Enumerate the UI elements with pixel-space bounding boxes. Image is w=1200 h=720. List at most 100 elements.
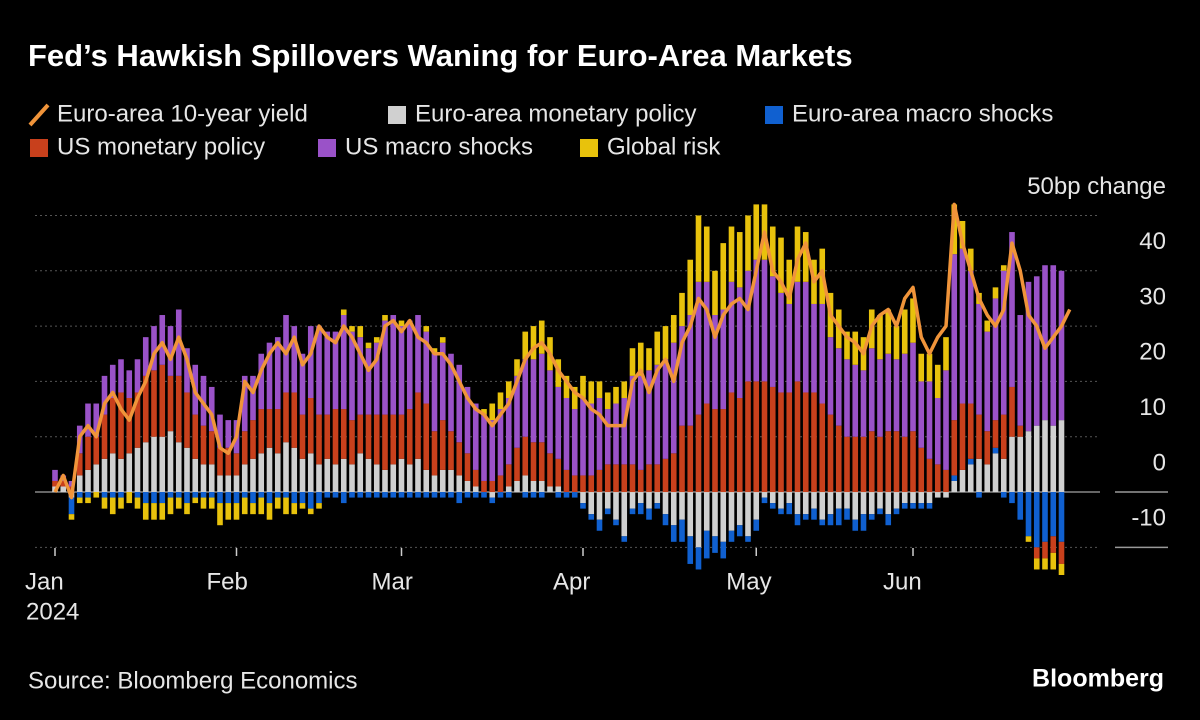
bar-segment — [349, 326, 355, 332]
bar-segment — [679, 519, 685, 542]
bar-segment — [538, 442, 545, 481]
bar-segment — [885, 492, 892, 515]
bar-segment — [373, 464, 380, 493]
bar-segment — [662, 492, 669, 515]
bar-segment — [68, 480, 75, 487]
bar-segment — [637, 375, 644, 470]
legend-swatch — [30, 139, 48, 157]
bar-segment — [225, 447, 232, 476]
bar-segment — [926, 458, 933, 493]
bar-segment — [769, 386, 776, 493]
bar-segment — [794, 381, 801, 493]
bar-segment — [93, 464, 100, 493]
bar-segment — [439, 337, 446, 343]
bar-segment — [109, 364, 116, 398]
bar-segment — [126, 453, 133, 493]
brand: Bloomberg — [1032, 665, 1164, 693]
bar-segment — [365, 458, 372, 493]
bar-segment — [827, 492, 834, 515]
bar-segment — [175, 442, 182, 493]
bar-segment — [736, 397, 743, 493]
bar-segment — [291, 492, 298, 504]
bar-segment — [307, 397, 314, 454]
legend-swatch — [580, 139, 598, 157]
bar-segment — [621, 381, 628, 398]
bar-segment — [877, 492, 883, 509]
bar-segment — [835, 508, 842, 526]
bar-segment — [1017, 315, 1024, 426]
bar-segment — [547, 486, 553, 493]
legend-label: Euro-area macro shocks — [792, 100, 1053, 127]
bar-segment — [695, 215, 702, 282]
bar-segment — [1050, 265, 1057, 426]
bar-segment — [101, 497, 108, 509]
bar-segment — [274, 453, 281, 493]
bar-segment — [951, 475, 958, 481]
bar-segment — [76, 475, 83, 493]
bar-segment — [687, 492, 694, 537]
bar-segment — [522, 331, 529, 360]
bar-segment — [720, 309, 727, 410]
bar-segment — [844, 359, 850, 437]
bar-segment — [159, 492, 166, 504]
bar-segment — [844, 331, 850, 360]
bar-segment — [1000, 414, 1007, 459]
bar-segment — [794, 281, 801, 382]
bar-segment — [390, 492, 397, 498]
bar-segment — [951, 420, 958, 476]
bar-segment — [423, 403, 430, 470]
bar-segment — [439, 342, 446, 421]
bar-segment — [241, 492, 248, 498]
bar-segment — [192, 414, 199, 459]
bar-segment — [1033, 276, 1040, 426]
bar-segment — [1025, 536, 1032, 542]
bar-segment — [382, 414, 388, 470]
bar-segment — [175, 309, 182, 376]
bar-segment — [76, 497, 83, 504]
bar-segment — [1058, 420, 1065, 493]
bar-segment — [538, 492, 545, 498]
bar-segment — [283, 392, 289, 443]
bar-segment — [324, 492, 331, 498]
bar-segment — [109, 497, 116, 515]
bar-segment — [778, 392, 784, 493]
bar-segment — [175, 375, 182, 443]
bar-segment — [332, 409, 339, 465]
bar-segment — [679, 492, 685, 520]
bar-segment — [596, 492, 603, 520]
bar-segment — [786, 503, 793, 515]
bar-segment — [951, 480, 958, 493]
bar-segment — [893, 326, 900, 360]
bar-segment — [505, 486, 512, 493]
bar-segment — [596, 519, 603, 531]
bar-segment — [431, 353, 438, 432]
bar-segment — [753, 204, 760, 260]
bar-segment — [728, 226, 735, 282]
bar-segment — [93, 492, 100, 498]
bar-segment — [60, 480, 67, 487]
bar-segment — [307, 508, 314, 515]
bar-segment — [505, 464, 512, 487]
bar-segment — [992, 298, 999, 421]
bar-segment — [802, 232, 809, 282]
bar-segment — [926, 492, 933, 504]
bar-segment — [802, 492, 809, 515]
bar-segment — [365, 414, 372, 459]
x-tick-label: Jan — [25, 568, 64, 595]
bar-segment — [893, 431, 900, 493]
bar-segment — [893, 359, 900, 432]
bar-segment — [563, 492, 570, 498]
bar-segment — [505, 397, 512, 465]
bar-segment — [406, 320, 413, 410]
bar-segment — [291, 392, 298, 448]
bar-segment — [563, 375, 570, 398]
bar-segment — [1009, 232, 1015, 387]
bar-segment — [703, 281, 710, 404]
bar-segment — [901, 309, 908, 354]
bar-segment — [852, 492, 859, 520]
bar-segment — [448, 492, 454, 498]
bar-segment — [580, 503, 586, 509]
bar-segment — [307, 453, 314, 493]
bar-segment — [1042, 541, 1048, 559]
